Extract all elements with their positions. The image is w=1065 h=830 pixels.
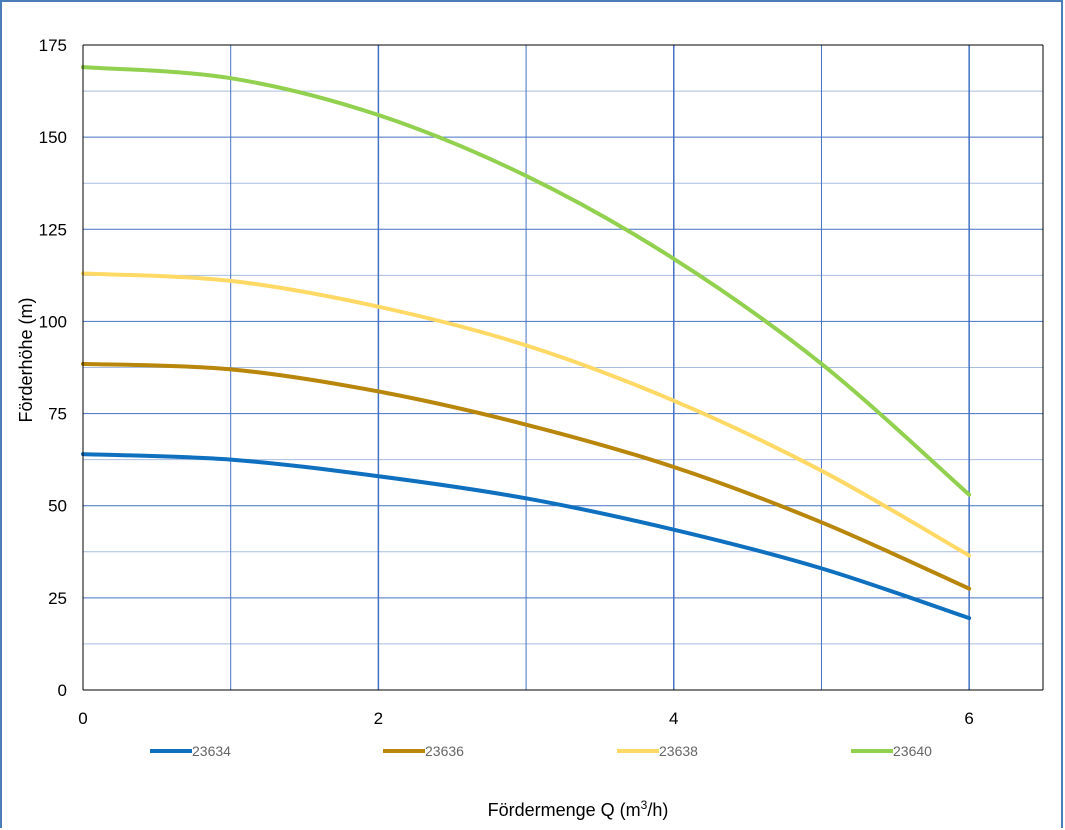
y-tick-label: 50 xyxy=(48,497,67,516)
x-tick-label: 6 xyxy=(964,709,973,728)
x-axis-title-main: Fördermenge Q (m xyxy=(488,800,641,820)
legend-label-23636: 23636 xyxy=(425,743,464,759)
series-line-23634 xyxy=(81,452,972,621)
series-line-23640 xyxy=(81,65,972,497)
y-tick-label: 175 xyxy=(39,36,67,55)
y-tick-label: 75 xyxy=(48,405,67,424)
legend-label-23634: 23634 xyxy=(192,743,231,759)
y-tick-label: 100 xyxy=(39,312,67,331)
series-line-23636 xyxy=(81,361,972,591)
legend-label-23638: 23638 xyxy=(659,743,698,759)
y-tick-label: 25 xyxy=(48,589,67,608)
legend-label-23640: 23640 xyxy=(893,743,932,759)
y-tick-label: 125 xyxy=(39,220,67,239)
x-tick-label: 2 xyxy=(374,709,383,728)
series-layer xyxy=(81,65,972,621)
x-axis-title-sup: 3 xyxy=(641,798,648,812)
x-axis-title-end: /h) xyxy=(647,800,668,820)
legend: 23634 23636 23638 23640 xyxy=(150,743,932,759)
x-tick-label: 0 xyxy=(78,709,87,728)
y-tick-label: 150 xyxy=(39,128,67,147)
x-axis-title: Fördermenge Q (m3/h) xyxy=(488,798,669,820)
y-tick-label: 0 xyxy=(58,681,67,700)
axes: 0 25 50 75 100 125 150 175 0 2 4 6 xyxy=(39,36,1044,728)
y-axis-title: Förderhöhe (m) xyxy=(16,297,36,422)
series-line-23638 xyxy=(81,271,972,558)
x-tick-label: 4 xyxy=(669,709,678,728)
